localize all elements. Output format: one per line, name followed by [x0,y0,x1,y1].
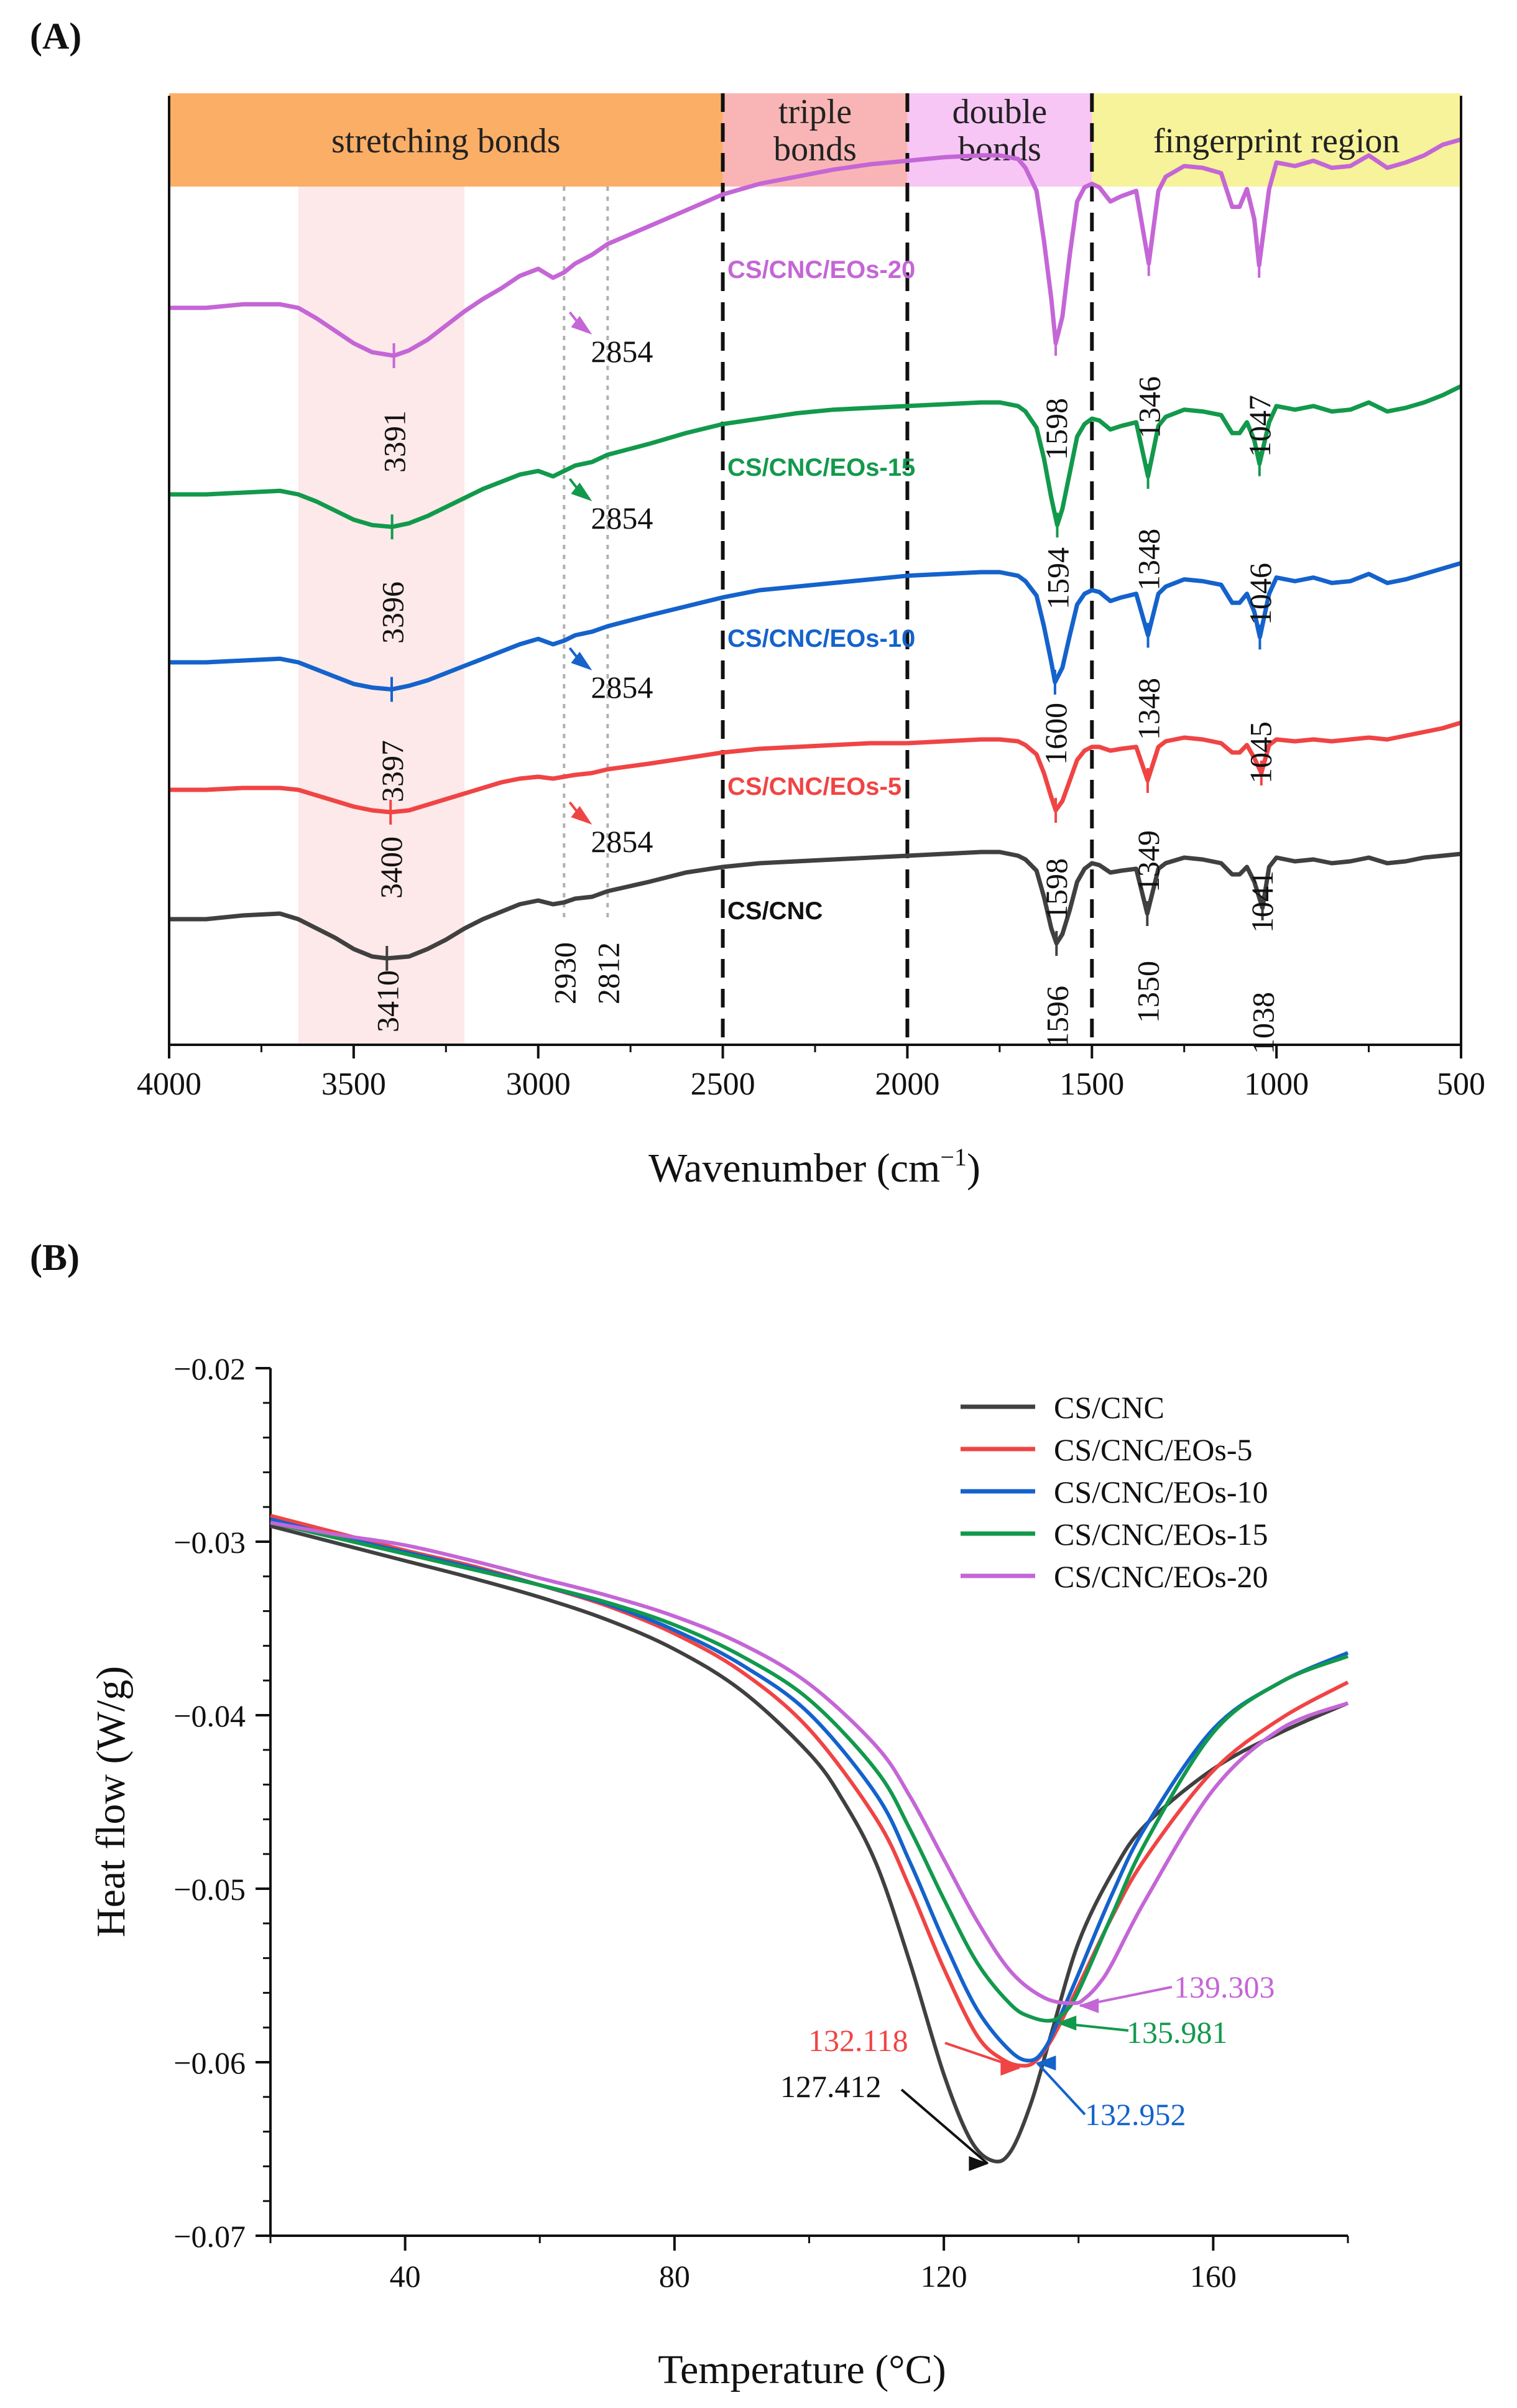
peak-wavenumber-label: 3396 [376,581,410,644]
ftir-sample-label: CS/CNC [727,897,823,925]
ftir-x-axis-title: Wavenumber (cm−1) [648,1143,980,1191]
legend-entry-label: CS/CNC/EOs-20 [1054,1559,1268,1594]
peak-temperature-label: 132.118 [808,2023,908,2058]
shoulder-arrowhead [571,316,593,335]
legend-entry-label: CS/CNC/EOs-5 [1054,1432,1253,1467]
dsc-x-tick-label: 80 [659,2259,690,2294]
region-header-box [907,93,1092,187]
dsc-y-tick-label: −0.05 [173,1872,246,1907]
ftir-x-tick-label: 2500 [691,1067,755,1102]
ftir-sample-label: CS/CNC/EOs-20 [727,256,915,284]
peak-temperature-label: 135.981 [1127,2015,1228,2050]
shoulder-arrowhead [571,483,593,501]
shoulder-arrowhead [571,806,593,825]
peak-wavenumber-label: 1350 [1130,961,1165,1023]
ftir-x-tick-label: 500 [1437,1067,1485,1102]
ftir-x-tick-label: 2000 [875,1067,939,1102]
peak-wavenumber-label: 1346 [1132,376,1167,438]
dsc-curve [270,1521,1349,2023]
region-header-box [1092,93,1461,187]
peak-wavenumber-label: 3410 [370,970,405,1032]
ftir-spectrum-line [169,137,1462,358]
dsc-x-tick-label: 120 [921,2259,967,2294]
peak-wavenumber-label: 3391 [377,410,412,473]
region-header-label: stretching bonds [331,122,561,160]
shoulder-wavenumber-label: 2854 [591,670,653,705]
ftir-x-axis-title-sup: −1 [940,1143,967,1171]
peak-wavenumber-label: 1594 [1040,547,1075,609]
peak-wavenumber-label: 1348 [1132,678,1166,740]
region-header-label: fingerprint region [1153,122,1400,160]
ftir-x-tick-label: 1500 [1059,1067,1124,1102]
dsc-y-tick-label: −0.06 [173,2045,246,2080]
dsc-y-tick-label: −0.03 [173,1525,246,1560]
legend-entry-label: CS/CNC/EOs-10 [1054,1475,1268,1509]
dsc-y-tick-label: −0.04 [173,1698,246,1733]
shoulder-wavenumber-label: 2854 [591,501,653,535]
oh-highlight-band [298,187,464,1045]
reference-wavenumber-label: 2930 [547,942,582,1004]
peak-annotation-arrowhead [1036,2055,1056,2071]
panel-label-a: (A) [30,16,81,57]
dsc-y-tick-label: −0.02 [173,1351,246,1386]
peak-annotation-arrowhead [1000,2060,1021,2076]
peak-wavenumber-label: 1349 [1131,830,1166,892]
dsc-curve [270,1521,1349,2006]
ftir-x-tick-label: 3500 [321,1067,386,1102]
legend-entry-label: CS/CNC/EOs-15 [1054,1517,1268,1552]
shoulder-wavenumber-label: 2854 [591,334,653,369]
peak-wavenumber-label: 3400 [374,836,408,899]
peak-wavenumber-label: 1047 [1242,395,1277,457]
dsc-panel: (B) −0.02 −0.03 −0.04 −0.05 −0.06 −0.07 40 80 120… [30,1237,1349,2392]
peak-wavenumber-label: 1041 [1245,871,1280,933]
ftir-x-axis-title-end: ) [967,1146,980,1191]
peak-wavenumber-label: 1598 [1039,398,1074,460]
shoulder-wavenumber-label: 2854 [591,824,653,859]
ftir-spectrum-line [169,561,1462,692]
dsc-x-tick-label: 40 [390,2259,421,2294]
dsc-y-axis-title: Heat flow (W/g) [88,1666,134,1937]
ftir-sample-label: CS/CNC/EOs-10 [727,625,915,652]
ftir-sample-label: CS/CNC/EOs-15 [727,454,915,481]
region-header-box [169,93,723,187]
dsc-y-tick-label: −0.07 [173,2219,246,2254]
peak-annotation-arrow [900,2088,989,2165]
peak-annotation-arrowhead [1056,2016,1077,2031]
peak-temperature-label: 139.303 [1174,1970,1275,2004]
peak-annotation-arrowhead [1079,1998,1099,2014]
ftir-spectrum-line [169,720,1462,815]
peak-wavenumber-label: 1046 [1243,563,1278,625]
ftir-x-axis-title-main: Wavenumber (cm [648,1146,940,1191]
peak-wavenumber-label: 1598 [1039,858,1074,920]
peak-temperature-label: 132.952 [1085,2097,1186,2132]
ftir-x-tick-label: 1000 [1244,1067,1309,1102]
peak-wavenumber-label: 1348 [1132,529,1166,591]
ftir-sample-label: CS/CNC/EOs-5 [727,773,901,800]
peak-wavenumber-label: 3397 [375,740,410,802]
dsc-x-axis-title: Temperature (°C) [658,2347,946,2392]
dsc-x-tick-label: 160 [1190,2259,1237,2294]
ftir-x-tick-label: 3000 [506,1067,571,1102]
region-header-label: bonds [773,130,857,169]
ftir-panel: (A)stretching bondstriplebondsdoublebond… [30,16,1485,1191]
region-header-label: triple [778,93,852,131]
region-header-label: double [952,93,1047,131]
peak-annotation-arrow [1036,2062,1086,2116]
peak-temperature-label: 127.412 [780,2069,882,2104]
peak-wavenumber-label: 1596 [1040,986,1074,1048]
peak-annotation-arrowhead [969,2156,989,2172]
ftir-x-tick-label: 4000 [137,1067,201,1102]
panel-label-b: (B) [30,1237,80,1278]
legend-entry-label: CS/CNC [1054,1390,1164,1425]
ftir-spectrum-line [169,384,1462,529]
peak-wavenumber-label: 1045 [1243,721,1278,784]
shoulder-arrowhead [571,652,593,670]
dsc-curve [270,1524,1349,2164]
reference-wavenumber-label: 2812 [591,942,625,1004]
region-header-label: bonds [958,130,1041,169]
peak-wavenumber-label: 1600 [1038,703,1073,765]
